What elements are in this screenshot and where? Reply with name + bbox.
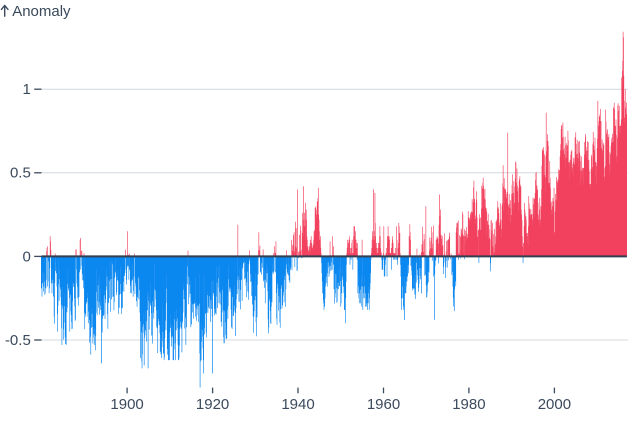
svg-text:1960: 1960 xyxy=(367,396,400,413)
svg-text:1920: 1920 xyxy=(196,396,229,413)
svg-text:1940: 1940 xyxy=(281,396,314,413)
svg-text:0: 0 xyxy=(22,248,30,265)
svg-text:1: 1 xyxy=(22,81,30,98)
svg-text:2000: 2000 xyxy=(538,396,571,413)
svg-text:Anomaly: Anomaly xyxy=(12,3,71,20)
svg-text:-0.5: -0.5 xyxy=(5,332,31,349)
svg-text:1980: 1980 xyxy=(452,396,485,413)
svg-text:1900: 1900 xyxy=(110,396,143,413)
svg-text:0.5: 0.5 xyxy=(10,165,31,182)
